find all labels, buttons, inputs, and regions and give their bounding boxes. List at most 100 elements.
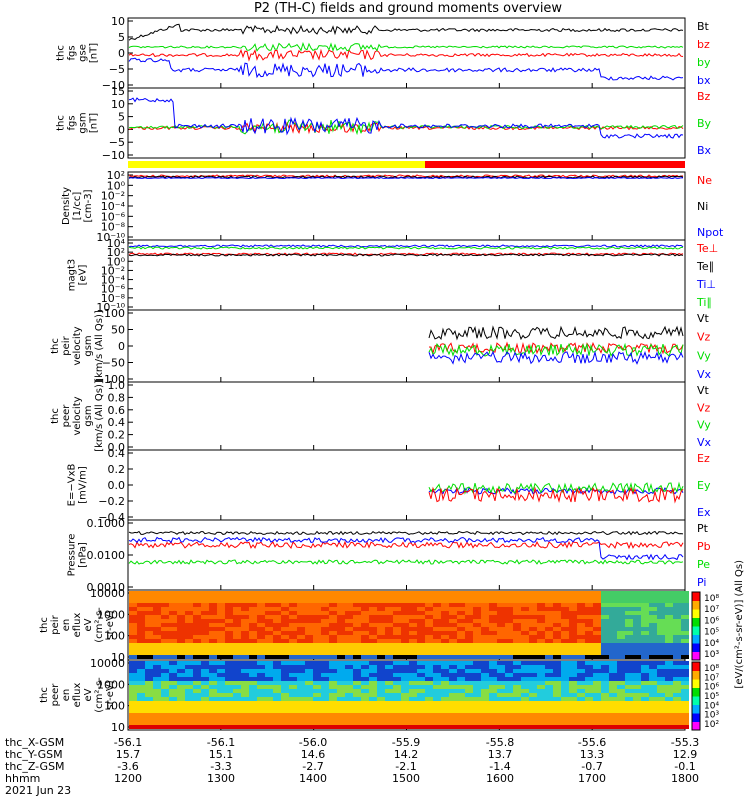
- spectrogram-cell: [337, 651, 345, 655]
- spectrogram-cell: [505, 693, 513, 697]
- spectrogram-cell: [569, 685, 577, 689]
- spectrogram-cell: [137, 623, 145, 627]
- colorbar-band: [692, 651, 700, 661]
- spectrogram-cell: [209, 611, 217, 615]
- spectrogram-cell: [201, 643, 209, 647]
- spectrogram-cell: [209, 681, 217, 685]
- spectrogram-cell: [329, 661, 337, 665]
- spectrogram-cell: [601, 681, 609, 685]
- spectrogram-cell: [305, 615, 313, 619]
- spectrogram-cell: [129, 651, 137, 655]
- spectrogram-cell: [329, 705, 337, 709]
- spectrogram-cell: [665, 685, 673, 689]
- spectrogram-cell: [273, 643, 281, 647]
- spectrogram-cell: [345, 661, 353, 665]
- spectrogram-cell: [161, 619, 169, 623]
- spectrogram-cell: [569, 713, 577, 717]
- spectrogram-peer: [129, 661, 689, 729]
- spectrogram-cell: [377, 631, 385, 635]
- spectrogram-cell: [201, 611, 209, 615]
- spectrogram-cell: [465, 709, 473, 713]
- spectrogram-cell: [145, 721, 153, 725]
- spectrogram-cell: [633, 681, 641, 685]
- spectrogram-cell: [329, 681, 337, 685]
- spectrogram-cell: [265, 651, 273, 655]
- spectrogram-cell: [193, 631, 201, 635]
- spectrogram-cell: [209, 651, 217, 655]
- spectrogram-cell: [241, 599, 249, 603]
- legend-entry: Pi: [697, 576, 706, 589]
- spectrogram-cell: [337, 635, 345, 639]
- spectrogram-cell: [145, 713, 153, 717]
- spectrogram-cell: [217, 709, 225, 713]
- spectrogram-cell: [329, 677, 337, 681]
- spectrogram-cell: [225, 631, 233, 635]
- spectrogram-cell: [305, 705, 313, 709]
- spectrogram-cell: [593, 627, 601, 631]
- spectrogram-cell: [185, 713, 193, 717]
- spectrogram-cell: [297, 611, 305, 615]
- spectrogram-cell: [417, 713, 425, 717]
- series-Vz: [428, 341, 684, 355]
- x-axis-row-ygsm: thc_Y-GSM 15.7 15.1 14.6 14.2 13.7 13.3 …: [5, 748, 697, 761]
- spectrogram-cell: [497, 619, 505, 623]
- spectrogram-cell: [273, 611, 281, 615]
- spectrogram-cell: [497, 615, 505, 619]
- spectrogram-cell: [465, 595, 473, 599]
- spectrogram-cell: [601, 623, 609, 627]
- spectrogram-cell: [265, 677, 273, 681]
- spectrogram-cell: [313, 677, 321, 681]
- spectrogram-cell: [457, 685, 465, 689]
- spectrogram-cell: [361, 647, 369, 651]
- spectrogram-cell: [553, 717, 561, 721]
- spectrogram-cell: [569, 639, 577, 643]
- spectrogram-cell: [681, 643, 689, 647]
- spectrogram-cell: [657, 665, 665, 669]
- y-axis-label: [nT]: [89, 113, 100, 133]
- spectrogram-cell: [489, 705, 497, 709]
- spectrogram-cell: [185, 627, 193, 631]
- spectrogram-cell: [481, 623, 489, 627]
- spectrogram-cell: [225, 705, 233, 709]
- spectrogram-cell: [345, 705, 353, 709]
- spectrogram-cell: [289, 693, 297, 697]
- spectrogram-cell: [585, 623, 593, 627]
- spectrogram-cell: [241, 725, 249, 729]
- spectrogram-cell: [449, 665, 457, 669]
- spectrogram-cell: [537, 603, 545, 607]
- spectrogram-cell: [169, 643, 177, 647]
- spectrogram-cell: [641, 681, 649, 685]
- spectrogram-cell: [281, 681, 289, 685]
- spectrogram-cell: [465, 607, 473, 611]
- spectrogram-cell: [329, 603, 337, 607]
- spectrogram-cell: [137, 655, 145, 659]
- spectrogram-cell: [241, 669, 249, 673]
- spectrogram-cell: [585, 627, 593, 631]
- spectrogram-cell: [281, 611, 289, 615]
- spectrogram-cell: [473, 607, 481, 611]
- spectrogram-cell: [473, 665, 481, 669]
- spectrogram-cell: [153, 673, 161, 677]
- spectrogram-cell: [545, 661, 553, 665]
- spectrogram-cell: [529, 647, 537, 651]
- spectrogram-cell: [209, 655, 217, 659]
- spectrogram-cell: [385, 623, 393, 627]
- y-axis-label: [km/s (All Qs)]: [94, 380, 105, 452]
- spectrogram-cell: [433, 603, 441, 607]
- spectrogram-cell: [329, 591, 337, 595]
- spectrogram-cell: [377, 681, 385, 685]
- spectrogram-cell: [329, 669, 337, 673]
- spectrogram-cell: [329, 599, 337, 603]
- spectrogram-cell: [209, 603, 217, 607]
- spectrogram-cell: [433, 643, 441, 647]
- spectrogram-cell: [641, 611, 649, 615]
- spectrogram-cell: [273, 669, 281, 673]
- y-axis-label: peer: [50, 683, 61, 707]
- spectrogram-cell: [225, 713, 233, 717]
- spectrogram-cell: [489, 627, 497, 631]
- spectrogram-cell: [457, 639, 465, 643]
- spectrogram-cell: [465, 701, 473, 705]
- spectrogram-cell: [409, 647, 417, 651]
- spectrogram-cell: [569, 591, 577, 595]
- spectrogram-cell: [633, 603, 641, 607]
